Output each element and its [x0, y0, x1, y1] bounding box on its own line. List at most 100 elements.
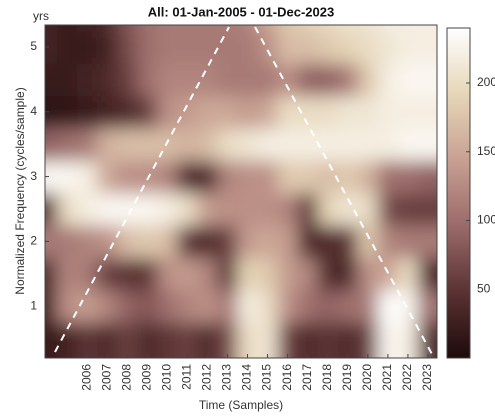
heat-cell [17, 322, 58, 387]
heat-cell [137, 258, 158, 291]
y-tick-label: 2 [30, 234, 37, 248]
x-tick-label: 2023 [420, 364, 434, 391]
heat-cell [278, 31, 299, 64]
x-tick-label: 2011 [180, 364, 194, 390]
heat-cell [157, 290, 178, 323]
heat-cell [258, 128, 279, 161]
heat-cell [358, 96, 379, 129]
heat-cell [318, 225, 339, 258]
heat-cell [258, 63, 279, 96]
heat-cell [298, 258, 319, 291]
heat-cell [318, 128, 339, 161]
chart: All: 01-Jan-2005 - 01-Dec-2023 yrs Time … [0, 0, 495, 418]
heat-cell [318, 258, 339, 291]
heat-cell [298, 31, 319, 64]
x-tick-label: 2021 [380, 364, 394, 391]
colorbar-tick-label: 50 [477, 281, 491, 295]
heat-cell [278, 225, 299, 258]
heat-cell [278, 63, 299, 96]
heat-cell [157, 63, 178, 96]
heat-cell [117, 258, 138, 291]
heat-cell [157, 31, 178, 64]
heat-cell [258, 31, 279, 64]
heat-cell [137, 63, 158, 96]
heat-cell [117, 160, 138, 193]
heat-cell [77, 225, 98, 258]
heat-cell [117, 31, 138, 64]
heat-cell [197, 193, 218, 226]
heat-cell [298, 160, 319, 193]
heat-cell [398, 258, 419, 291]
heat-cell [97, 0, 118, 31]
x-tick-label: 2009 [139, 364, 153, 391]
heat-cell [197, 31, 218, 64]
heat-cell [338, 193, 359, 226]
heat-cell [358, 31, 379, 64]
heat-cell [57, 0, 78, 31]
heat-cell [217, 290, 238, 323]
x-tick-label: 2016 [280, 364, 294, 391]
heat-cell [378, 31, 399, 64]
heat-cell [378, 160, 399, 193]
heat-cell [358, 193, 379, 226]
heat-cell [358, 225, 379, 258]
x-tick-label: 2013 [220, 364, 234, 391]
heat-cell [398, 225, 419, 258]
heat-cell [338, 290, 359, 323]
heat-cell [157, 193, 178, 226]
heat-cell [117, 96, 138, 129]
x-tick-label: 2018 [320, 364, 334, 391]
heat-cell [338, 160, 359, 193]
heat-cell [398, 0, 419, 31]
colorbar-tick-label: 100 [477, 213, 495, 227]
heat-cell [378, 0, 399, 31]
heat-cell [137, 193, 158, 226]
x-axis-label: Time (Samples) [199, 398, 283, 412]
colorbar [447, 28, 470, 358]
x-tick-label: 2010 [159, 364, 173, 391]
heat-cell [237, 96, 258, 129]
heat-cell [338, 0, 359, 31]
heat-cell [97, 96, 118, 129]
heat-cell [97, 225, 118, 258]
heat-cell [418, 0, 459, 31]
heat-cell [237, 128, 258, 161]
heat-cell [358, 0, 379, 31]
heat-cell [197, 96, 218, 129]
heat-cell [17, 31, 58, 64]
heat-cell [137, 96, 158, 129]
heat-cell [77, 0, 98, 31]
heat-cell [117, 0, 138, 31]
heat-cell [97, 290, 118, 323]
heat-cell [378, 225, 399, 258]
heat-cell [378, 290, 399, 323]
heat-cell [177, 128, 198, 161]
heat-cell [298, 193, 319, 226]
heat-cell [378, 63, 399, 96]
heat-cell [237, 225, 258, 258]
heat-cell [338, 96, 359, 129]
heat-cell [197, 128, 218, 161]
y-tick-label: 5 [30, 39, 37, 53]
heat-cell [258, 258, 279, 291]
x-tick-label: 2015 [260, 364, 274, 391]
heat-cell [217, 193, 238, 226]
heat-cell [338, 225, 359, 258]
heat-cell [398, 63, 419, 96]
heat-cell [237, 258, 258, 291]
y-axis-label: Normalized Frequency (cycles/sample) [13, 87, 27, 294]
x-tick-label: 2007 [99, 364, 113, 391]
heat-cell [57, 63, 78, 96]
heat-cell [258, 290, 279, 323]
heat-cell [77, 128, 98, 161]
heatmap [17, 0, 459, 388]
heat-cell [97, 258, 118, 291]
heat-cell [278, 193, 299, 226]
x-tick-label: 2022 [400, 364, 414, 391]
heat-cell [398, 160, 419, 193]
heat-cell [117, 128, 138, 161]
x-tick-label: 2008 [119, 364, 133, 391]
x-tick-label: 2012 [200, 364, 214, 391]
heat-cell [278, 160, 299, 193]
heat-cell [217, 96, 238, 129]
